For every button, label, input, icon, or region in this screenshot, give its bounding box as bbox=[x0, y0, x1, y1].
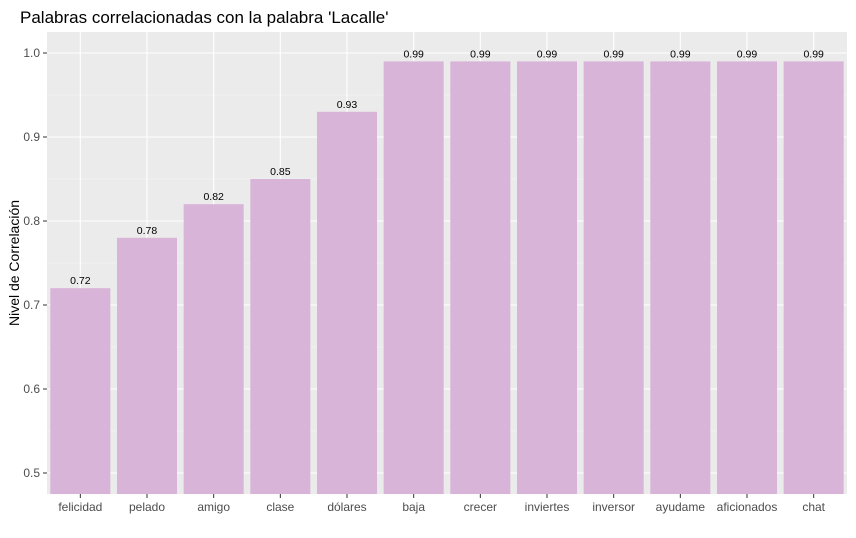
x-tick-label: pelado bbox=[129, 500, 165, 514]
bar-aficionados bbox=[717, 61, 777, 495]
bar-amigo bbox=[183, 204, 244, 494]
bar-value-label: 0.99 bbox=[670, 48, 691, 60]
bar-felicidad bbox=[50, 288, 111, 494]
bar-value-label: 0.82 bbox=[203, 191, 224, 203]
bar-value-label: 0.72 bbox=[70, 275, 91, 287]
bar-ayudame bbox=[650, 61, 711, 495]
bars bbox=[50, 61, 844, 495]
bar-crecer bbox=[450, 61, 511, 495]
bar-baja bbox=[383, 61, 444, 495]
y-tick-label: 0.6 bbox=[23, 382, 40, 396]
x-tick-label: aficionados bbox=[717, 500, 778, 514]
bar-inviertes bbox=[517, 61, 577, 495]
bar-value-label: 0.99 bbox=[403, 48, 424, 60]
bar-value-label: 0.85 bbox=[270, 166, 291, 178]
bar-pelado bbox=[117, 237, 177, 495]
x-tick-label: clase bbox=[266, 500, 294, 514]
bar-inversor bbox=[583, 61, 644, 495]
x-tick-label: ayudame bbox=[656, 500, 706, 514]
y-axis-label: Nivel de Correlación bbox=[6, 200, 22, 326]
y-tick-label: 0.7 bbox=[23, 298, 40, 312]
bar-value-labels: 0.72 0.78 0.82 0.85 0.93 0.99 0.99 0.99 0.99 0.99… bbox=[70, 48, 824, 287]
x-tick-label: inversor bbox=[592, 500, 635, 514]
y-tick-label: 1.0 bbox=[23, 46, 40, 60]
bar-dólares bbox=[317, 111, 377, 495]
bar-value-label: 0.99 bbox=[537, 48, 558, 60]
x-tick-label: amigo bbox=[197, 500, 230, 514]
x-tick-label: crecer bbox=[464, 500, 497, 514]
y-tick-label: 0.9 bbox=[23, 130, 40, 144]
bar-chat bbox=[783, 61, 844, 495]
x-tick-label: chat bbox=[802, 500, 825, 514]
x-axis-ticks: felicidad pelado amigo clase dólares baja crec… bbox=[58, 494, 826, 514]
y-axis-ticks: 0.5 0.6 0.7 0.8 0.9 1.0 bbox=[23, 46, 47, 480]
bar-value-label: 0.99 bbox=[603, 48, 624, 60]
x-tick-label: baja bbox=[402, 500, 425, 514]
bar-value-label: 0.78 bbox=[137, 225, 158, 237]
chart-title: Palabras correlacionadas con la palabra … bbox=[20, 8, 388, 27]
bar-value-label: 0.99 bbox=[803, 48, 824, 60]
bar-value-label: 0.99 bbox=[737, 48, 758, 60]
x-tick-label: dólares bbox=[327, 500, 366, 514]
bar-clase bbox=[250, 179, 311, 494]
bar-value-label: 0.99 bbox=[470, 48, 491, 60]
y-tick-label: 0.8 bbox=[23, 214, 40, 228]
y-tick-label: 0.5 bbox=[23, 466, 40, 480]
x-tick-label: felicidad bbox=[58, 500, 102, 514]
x-tick-label: inviertes bbox=[525, 500, 570, 514]
bar-value-label: 0.93 bbox=[337, 99, 358, 111]
